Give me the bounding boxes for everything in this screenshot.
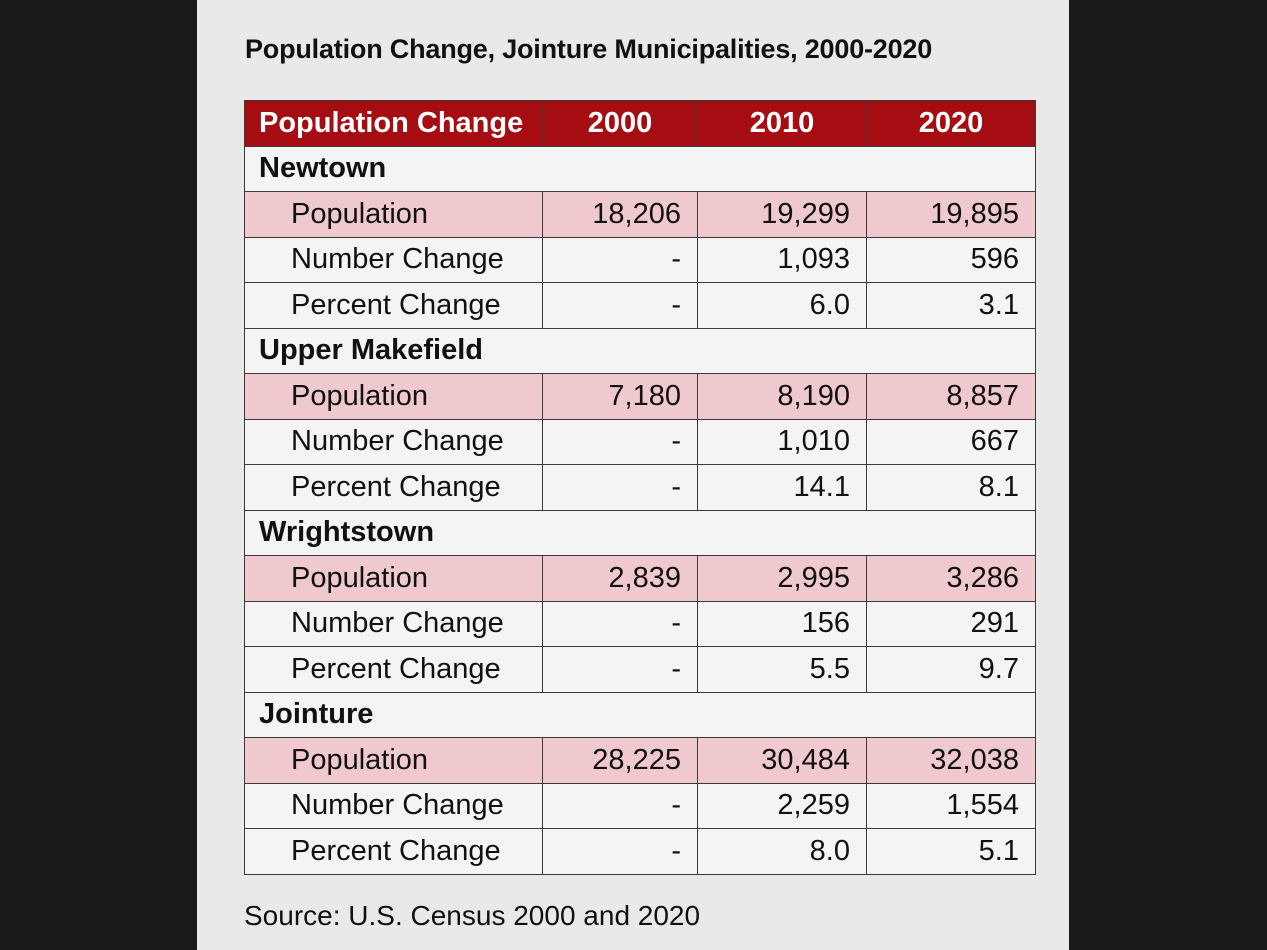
table-cell: 18,206 [542,191,698,238]
table-cell: 2,259 [697,782,867,829]
table-cell: 1,554 [866,782,1036,829]
table-row: Percent Change - 5.5 9.7 [244,646,1036,693]
group-row: Wrightstown [244,509,1036,556]
table-cell: 2,995 [697,555,867,602]
source-note: Source: U.S. Census 2000 and 2020 [244,900,701,931]
table-row: Number Change - 1,093 596 [244,236,1036,283]
table-row: Percent Change - 6.0 3.1 [244,282,1036,329]
row-label: Percent Change [244,282,543,329]
row-label: Number Change [244,236,543,283]
table-cell: - [542,282,698,329]
document-panel: Population Change, Jointure Municipaliti… [197,0,1069,950]
table-row: Number Change - 2,259 1,554 [244,782,1036,829]
column-header: 2000 [542,100,698,147]
row-label: Population [244,737,543,784]
table-cell: - [542,828,698,875]
table-cell: 7,180 [542,373,698,420]
table-cell: 291 [866,600,1036,647]
row-label: Number Change [244,418,543,465]
table-row: Number Change - 1,010 667 [244,418,1036,465]
table-cell: 28,225 [542,737,698,784]
group-label: Newtown [244,145,1036,192]
table-cell: 19,895 [866,191,1036,238]
row-label: Percent Change [244,646,543,693]
table-cell: 3.1 [866,282,1036,329]
table-cell: - [542,782,698,829]
table-row: Percent Change - 8.0 5.1 [244,828,1036,875]
group-label: Jointure [244,691,1036,738]
table-cell: - [542,646,698,693]
table-cell: - [542,464,698,511]
table-cell: 14.1 [697,464,867,511]
table-cell: 5.5 [697,646,867,693]
table-cell: 19,299 [697,191,867,238]
table-row: Population 28,225 30,484 32,038 [244,737,1036,784]
table-row: Number Change - 156 291 [244,600,1036,647]
row-label: Number Change [244,782,543,829]
row-label: Population [244,191,543,238]
group-label: Upper Makefield [244,327,1036,374]
table-cell: 8,857 [866,373,1036,420]
table-cell: - [542,236,698,283]
column-header: 2020 [866,100,1036,147]
table-cell: 9.7 [866,646,1036,693]
table-cell: 8.1 [866,464,1036,511]
table-cell: 30,484 [697,737,867,784]
group-label: Wrightstown [244,509,1036,556]
row-label: Population [244,555,543,602]
table-cell: 6.0 [697,282,867,329]
table-cell: 2,839 [542,555,698,602]
table-cell: 667 [866,418,1036,465]
table-row: Population 2,839 2,995 3,286 [244,555,1036,602]
group-row: Newtown [244,145,1036,192]
table-row: Population 7,180 8,190 8,857 [244,373,1036,420]
page-title: Population Change, Jointure Municipaliti… [245,34,933,64]
table-cell: 8.0 [697,828,867,875]
table-cell: 1,010 [697,418,867,465]
table-row: Population 18,206 19,299 19,895 [244,191,1036,238]
table-cell: - [542,418,698,465]
table-row: Percent Change - 14.1 8.1 [244,464,1036,511]
row-label: Number Change [244,600,543,647]
row-label: Percent Change [244,464,543,511]
row-label: Population [244,373,543,420]
column-header: Population Change [244,100,543,147]
table-header-row: Population Change 2000 2010 2020 [244,100,1036,147]
table-cell: 3,286 [866,555,1036,602]
population-table: Population Change 2000 2010 2020 Newtown… [244,100,1036,875]
table-cell: - [542,600,698,647]
table-cell: 156 [697,600,867,647]
table-cell: 32,038 [866,737,1036,784]
group-row: Jointure [244,691,1036,738]
column-header: 2010 [697,100,867,147]
table-cell: 596 [866,236,1036,283]
table-cell: 5.1 [866,828,1036,875]
row-label: Percent Change [244,828,543,875]
table-cell: 8,190 [697,373,867,420]
table-cell: 1,093 [697,236,867,283]
group-row: Upper Makefield [244,327,1036,374]
